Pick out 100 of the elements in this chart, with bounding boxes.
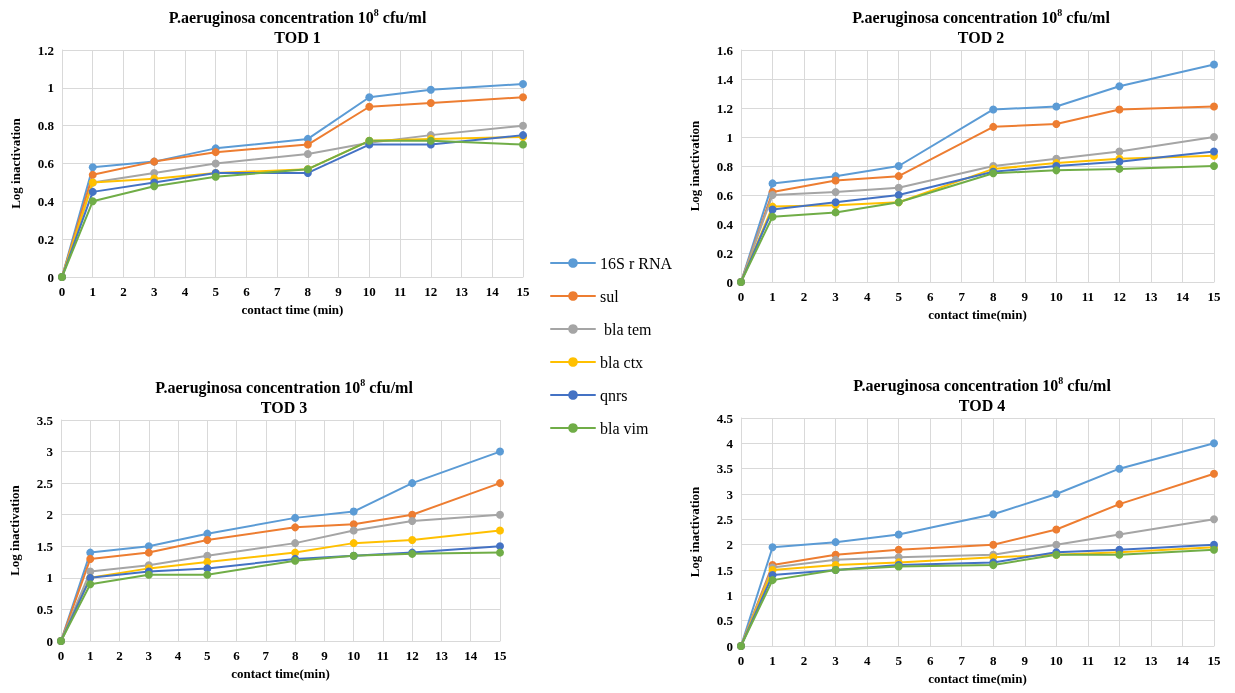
x-tick-label: 8: [990, 289, 998, 304]
point: [1115, 105, 1124, 114]
x-tick-label: 15: [1207, 653, 1221, 668]
point: [1210, 469, 1218, 478]
x-tick-label: 10: [347, 648, 361, 663]
x-tick-label: 9: [1021, 653, 1029, 668]
x-axis-title: contact time(min): [231, 666, 330, 681]
point: [349, 507, 358, 516]
point: [894, 162, 903, 170]
x-tick-label: 14: [464, 648, 478, 663]
y-tick-label: 0.8: [37, 118, 55, 134]
point: [1210, 102, 1218, 111]
point: [496, 548, 504, 557]
point: [989, 122, 998, 131]
point: [1210, 515, 1218, 524]
point: [989, 510, 998, 519]
y-tick-label: 2: [46, 507, 53, 523]
x-tick-label: 6: [233, 648, 241, 663]
x-axis-title: contact time (min): [241, 302, 344, 317]
x-tick-label: 4: [181, 284, 189, 299]
x-tick-label: 8: [990, 653, 998, 668]
x-tick-label: 12: [1112, 289, 1126, 304]
point: [349, 539, 358, 548]
point: [349, 526, 358, 535]
point: [291, 539, 300, 548]
x-tick-label: 6: [243, 284, 251, 299]
point: [408, 535, 417, 544]
y-tick-label: 4.5: [716, 410, 734, 426]
y-tick-label: 1.6: [716, 42, 734, 58]
x-tick-label: 12: [424, 284, 438, 299]
legend-label: bla tem: [600, 320, 653, 338]
point: [88, 197, 97, 206]
x-tick-label: 11: [1081, 653, 1095, 668]
x-tick-label: 1: [769, 653, 776, 668]
x-tick-label: 0: [57, 648, 65, 663]
point: [519, 80, 527, 89]
x-axis-title: contact time(min): [928, 307, 1027, 322]
y-tick-label: 2.5: [716, 511, 734, 527]
y-tick-label: 0.5: [36, 601, 54, 617]
y-tick-label: 3: [46, 444, 54, 460]
chart-subtitle: TOD 4: [958, 396, 1006, 414]
x-axis-title: contact time(min): [928, 671, 1027, 686]
point: [894, 191, 903, 199]
x-tick-label: 2: [800, 289, 808, 304]
x-tick-label: 7: [958, 289, 966, 304]
x-tick-label: 7: [262, 648, 270, 663]
y-tick-label: 0.4: [37, 193, 55, 209]
point: [768, 179, 777, 188]
x-tick-label: 12: [1112, 653, 1126, 668]
point: [1210, 147, 1218, 156]
point: [496, 526, 504, 535]
y-axis-title: Log inactivation: [8, 117, 23, 209]
y-tick-label: 3.5: [36, 412, 54, 428]
x-tick-label: 11: [376, 648, 390, 663]
point: [88, 163, 97, 172]
x-tick-label: 14: [1175, 653, 1190, 668]
point: [426, 85, 435, 94]
y-tick-label: 3.5: [716, 461, 734, 477]
x-tick-label: 3: [832, 653, 840, 668]
y-tick-label: 0: [47, 269, 54, 285]
x-tick-label: 7: [273, 284, 281, 299]
point: [519, 121, 527, 130]
x-tick-label: 1: [89, 284, 96, 299]
x-tick-label: 5: [895, 653, 903, 668]
point: [1115, 464, 1124, 473]
x-tick-label: 13: [455, 284, 469, 299]
y-tick-label: 0.4: [716, 216, 734, 232]
point: [831, 208, 840, 217]
x-tick-label: 9: [335, 284, 343, 299]
y-tick-label: 2: [726, 537, 733, 553]
point: [1052, 166, 1061, 175]
legend-label: 16S r RNA: [600, 254, 673, 272]
x-tick-label: 5: [212, 284, 220, 299]
x-tick-label: 1: [87, 648, 94, 663]
x-tick-label: 9: [1021, 289, 1029, 304]
y-tick-label: 0.6: [37, 156, 55, 171]
y-tick-label: 1.2: [37, 42, 54, 58]
point: [86, 554, 95, 563]
point: [203, 570, 212, 579]
point: [894, 172, 903, 181]
point: [1210, 162, 1218, 170]
y-tick-label: 0.8: [716, 158, 734, 174]
point: [1052, 119, 1061, 128]
x-tick-label: 13: [1144, 289, 1158, 304]
point: [496, 510, 504, 519]
point: [831, 188, 840, 197]
x-tick-label: 0: [737, 289, 745, 304]
point: [1115, 530, 1124, 539]
x-tick-label: 11: [393, 284, 407, 299]
point: [768, 576, 777, 585]
x-tick-label: 5: [204, 648, 212, 663]
point: [1115, 82, 1124, 91]
x-tick-label: 2: [116, 648, 123, 663]
y-tick-label: 0.5: [716, 613, 734, 629]
point: [88, 170, 97, 179]
point: [365, 102, 374, 111]
chart-subtitle: TOD 3: [260, 398, 308, 416]
point: [203, 535, 212, 544]
x-tick-label: 13: [434, 648, 449, 663]
point: [408, 517, 417, 526]
